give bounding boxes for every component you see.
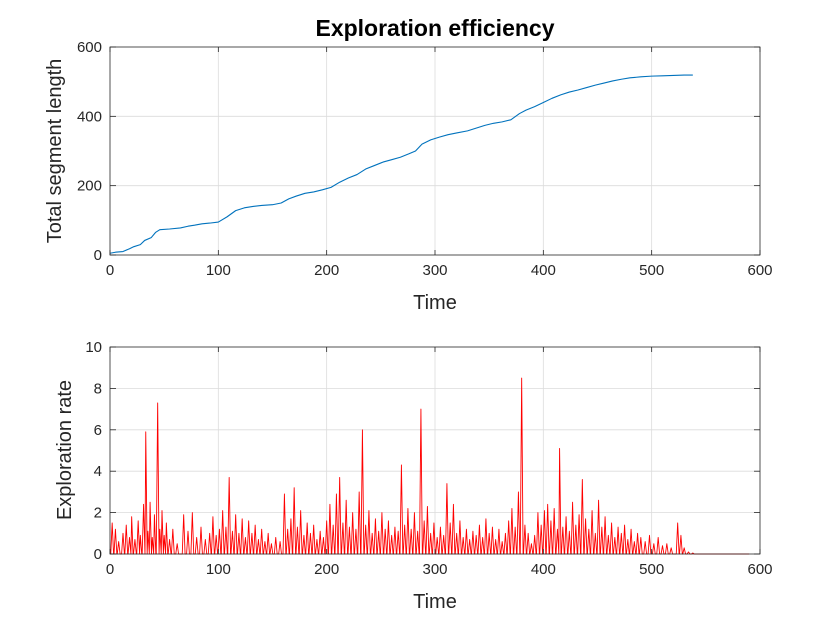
bottom-ticks: 0 100 200 300 400 500 600 0 2 4 6 8 10 xyxy=(85,339,772,578)
top-chart-title: Exploration efficiency xyxy=(315,15,554,41)
bottom-x-tick-label: 500 xyxy=(639,561,664,578)
bottom-x-tick-label: 600 xyxy=(747,561,772,578)
top-y-tick-label: 600 xyxy=(77,39,102,56)
bottom-grid xyxy=(110,347,760,554)
top-x-tick-label: 300 xyxy=(422,262,447,279)
bottom-y-tick-label: 6 xyxy=(94,422,102,439)
top-y-tick-label: 0 xyxy=(94,247,102,264)
top-x-tick-label: 200 xyxy=(314,262,339,279)
bottom-x-tick-label: 100 xyxy=(206,561,231,578)
top-series-line xyxy=(109,74,693,254)
bottom-y-tick-label: 4 xyxy=(94,463,102,480)
top-x-tick-label: 100 xyxy=(206,262,231,279)
top-x-tick-label: 600 xyxy=(747,262,772,279)
bottom-x-tick-label: 300 xyxy=(422,561,447,578)
bottom-y-axis-label: Exploration rate xyxy=(54,380,76,520)
bottom-y-tick-label: 2 xyxy=(94,505,102,522)
top-x-tick-label: 500 xyxy=(639,262,664,279)
bottom-axes: 0 100 200 300 400 500 600 0 2 4 6 8 10 Time Explorat… xyxy=(54,339,773,613)
bottom-y-tick-label: 0 xyxy=(94,546,102,563)
top-series xyxy=(109,74,693,254)
bottom-x-tick-label: 0 xyxy=(106,561,114,578)
bottom-x-axis-label: Time xyxy=(413,591,457,613)
bottom-x-tick-label: 200 xyxy=(314,561,339,578)
bottom-y-tick-label: 10 xyxy=(85,339,102,356)
top-grid xyxy=(110,47,760,255)
bottom-x-tick-label: 400 xyxy=(531,561,556,578)
top-ticks: 0 100 200 300 400 500 600 0 200 400 600 xyxy=(77,39,773,279)
top-x-tick-label: 0 xyxy=(106,262,114,279)
top-x-tick-label: 400 xyxy=(531,262,556,279)
bottom-y-tick-label: 8 xyxy=(94,380,102,397)
top-y-tick-label: 200 xyxy=(77,178,102,195)
top-y-tick-label: 400 xyxy=(77,108,102,125)
top-axes: 0 100 200 300 400 500 600 0 200 400 600 Exploratio… xyxy=(44,15,773,314)
top-y-axis-label: Total segment length xyxy=(44,59,66,244)
top-x-axis-label: Time xyxy=(413,292,457,314)
